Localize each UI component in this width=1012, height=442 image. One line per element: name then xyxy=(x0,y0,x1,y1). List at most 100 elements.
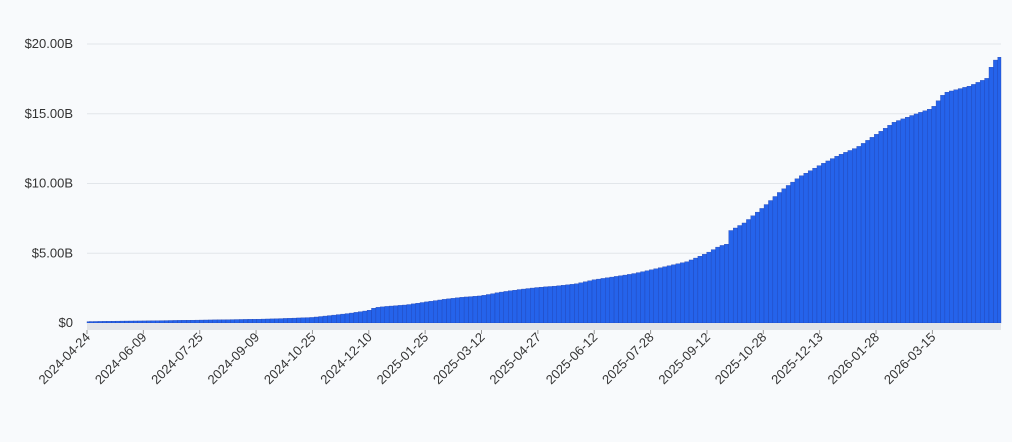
bar[interactable] xyxy=(931,106,937,324)
bar[interactable] xyxy=(450,298,456,324)
bar[interactable] xyxy=(455,297,460,324)
bar[interactable] xyxy=(763,204,769,324)
bar[interactable] xyxy=(516,289,522,324)
bar[interactable] xyxy=(768,200,774,324)
bar[interactable] xyxy=(715,246,721,324)
bar[interactable] xyxy=(781,188,787,324)
bar[interactable] xyxy=(953,89,959,324)
bar[interactable] xyxy=(115,320,121,324)
bar[interactable] xyxy=(384,306,390,324)
bar[interactable] xyxy=(366,310,372,324)
bar[interactable] xyxy=(988,67,994,324)
bar[interactable] xyxy=(658,267,663,324)
bar[interactable] xyxy=(693,257,699,324)
bar[interactable] xyxy=(106,321,112,324)
bar[interactable] xyxy=(702,254,707,324)
bar[interactable] xyxy=(194,319,200,324)
bar[interactable] xyxy=(181,320,187,324)
bar[interactable] xyxy=(371,308,377,324)
bar[interactable] xyxy=(203,319,209,324)
bar[interactable] xyxy=(93,321,99,324)
bar[interactable] xyxy=(922,110,928,324)
bar[interactable] xyxy=(909,115,915,324)
bar[interactable] xyxy=(719,245,725,324)
bar[interactable] xyxy=(508,290,513,324)
bar[interactable] xyxy=(472,296,478,324)
bar[interactable] xyxy=(459,297,465,324)
bar[interactable] xyxy=(380,306,385,324)
bar[interactable] xyxy=(825,160,831,324)
bar[interactable] xyxy=(627,274,632,324)
bar[interactable] xyxy=(89,321,94,324)
bar[interactable] xyxy=(313,316,319,324)
bar[interactable] xyxy=(534,287,540,324)
bar[interactable] xyxy=(278,318,284,324)
bar[interactable] xyxy=(944,91,950,324)
bar[interactable] xyxy=(631,273,637,324)
bar[interactable] xyxy=(790,181,796,324)
bar[interactable] xyxy=(247,319,253,324)
bar[interactable] xyxy=(596,278,602,324)
bar[interactable] xyxy=(199,319,205,324)
bar[interactable] xyxy=(772,196,778,324)
bar[interactable] xyxy=(644,270,650,324)
bar[interactable] xyxy=(340,313,346,324)
bar[interactable] xyxy=(141,320,147,324)
bar[interactable] xyxy=(750,215,756,324)
bar[interactable] xyxy=(243,319,249,324)
bar[interactable] xyxy=(609,276,615,324)
bar[interactable] xyxy=(882,128,888,324)
bar[interactable] xyxy=(411,303,416,324)
bar[interactable] xyxy=(979,80,985,324)
bar[interactable] xyxy=(128,320,134,324)
bar[interactable] xyxy=(613,276,619,324)
bar[interactable] xyxy=(891,122,897,324)
bar[interactable] xyxy=(799,175,804,324)
bar[interactable] xyxy=(737,225,743,324)
bar[interactable] xyxy=(803,173,809,324)
bar[interactable] xyxy=(441,299,447,324)
bar[interactable] xyxy=(556,285,562,324)
bar[interactable] xyxy=(878,131,884,324)
bar[interactable] xyxy=(834,156,840,324)
bar[interactable] xyxy=(583,281,588,324)
bar[interactable] xyxy=(649,269,654,324)
bar[interactable] xyxy=(291,317,297,324)
bar[interactable] xyxy=(428,301,434,324)
bar[interactable] xyxy=(807,170,813,324)
bar[interactable] xyxy=(935,100,941,324)
bar[interactable] xyxy=(265,318,271,324)
bar[interactable] xyxy=(503,291,509,324)
bar[interactable] xyxy=(419,302,425,324)
bar[interactable] xyxy=(318,316,324,324)
bar[interactable] xyxy=(710,249,716,324)
bar[interactable] xyxy=(230,319,235,324)
bar[interactable] xyxy=(927,109,932,324)
bar[interactable] xyxy=(688,259,694,324)
bar[interactable] xyxy=(406,304,412,324)
bar[interactable] xyxy=(940,95,946,324)
bar[interactable] xyxy=(913,113,919,324)
bar[interactable] xyxy=(234,319,240,324)
bar[interactable] xyxy=(671,264,677,324)
bar[interactable] xyxy=(305,317,310,324)
bar[interactable] xyxy=(887,125,893,324)
bar[interactable] xyxy=(666,265,672,324)
bar[interactable] xyxy=(499,291,504,324)
bar[interactable] xyxy=(605,277,610,324)
bar[interactable] xyxy=(896,120,901,324)
bar[interactable] xyxy=(388,305,394,324)
bar[interactable] xyxy=(794,178,800,324)
bar[interactable] xyxy=(591,279,597,324)
bar[interactable] xyxy=(494,292,500,324)
bar[interactable] xyxy=(997,57,1002,324)
bar[interactable] xyxy=(300,317,306,324)
bar[interactable] xyxy=(971,84,976,324)
bar[interactable] xyxy=(966,86,972,324)
bar[interactable] xyxy=(847,150,853,324)
bar[interactable] xyxy=(560,285,566,324)
bar[interactable] xyxy=(490,293,496,324)
bar[interactable] xyxy=(402,304,407,324)
bar[interactable] xyxy=(785,185,791,324)
bar[interactable] xyxy=(569,284,575,324)
